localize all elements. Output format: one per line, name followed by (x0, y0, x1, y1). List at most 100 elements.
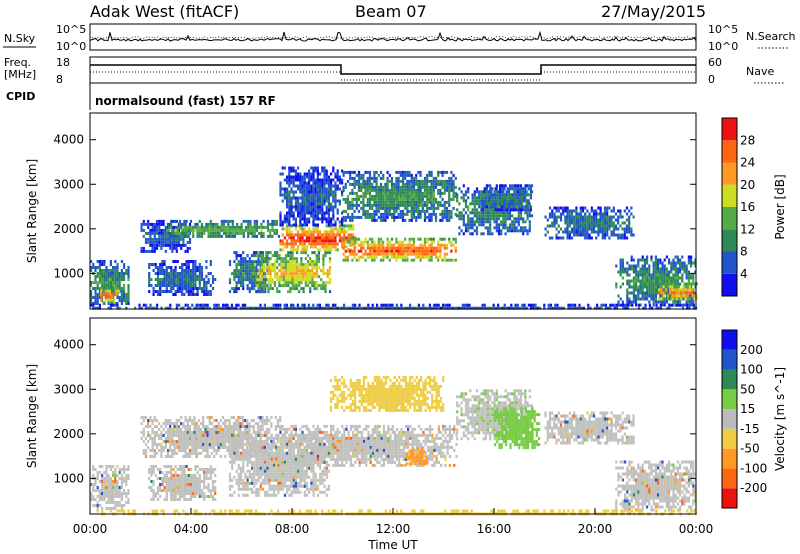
power-cell (366, 170, 369, 174)
power-cell (235, 269, 238, 273)
power-cell (617, 300, 620, 304)
power-cell (668, 270, 671, 274)
power-cell (287, 266, 290, 270)
power-cell (612, 224, 615, 228)
power-cell (603, 224, 607, 228)
power-cell (114, 284, 117, 287)
velocity-cell (161, 477, 164, 480)
power-cell (575, 218, 578, 222)
power-cell (222, 303, 225, 307)
power-cell (404, 182, 407, 186)
power-cell (679, 264, 682, 268)
power-cell (570, 218, 574, 222)
power-cell (432, 246, 435, 250)
power-cell (154, 284, 157, 287)
power-cell (294, 175, 297, 179)
power-cell (355, 200, 358, 204)
power-cell (568, 218, 571, 222)
power-cell (486, 306, 489, 310)
power-cell (516, 196, 519, 200)
power-cell (231, 222, 234, 226)
power-cell (377, 191, 380, 195)
power-cell (691, 291, 694, 295)
power-cell (183, 234, 186, 238)
power-cell (366, 209, 369, 213)
power-cell (336, 217, 339, 221)
power-cell (332, 223, 335, 227)
power-cell (284, 263, 288, 267)
power-cell (323, 193, 326, 197)
power-cell (116, 306, 119, 310)
power-cell (641, 273, 644, 277)
power-cell (209, 222, 212, 226)
power-cell (209, 272, 212, 275)
power-cell (173, 240, 176, 244)
power-cell (399, 246, 402, 250)
power-cell (281, 172, 284, 176)
power-cell (100, 286, 103, 290)
power-cell (579, 233, 582, 237)
power-cell (251, 234, 254, 238)
power-cell (170, 269, 173, 272)
power-cell (644, 306, 647, 310)
power-cell (343, 303, 346, 307)
power-cell (480, 190, 483, 194)
power-colorbar-block (722, 251, 737, 274)
power-cell (288, 227, 291, 231)
power-cell (196, 275, 199, 278)
power-cell (635, 267, 638, 271)
power-cell (319, 208, 322, 212)
power-cell (599, 212, 602, 216)
power-cell (460, 214, 463, 218)
power-cell (288, 208, 291, 212)
power-cell (692, 279, 695, 283)
power-cell (323, 306, 326, 310)
power-cell (527, 208, 530, 212)
power-cell (325, 181, 328, 185)
power-cell (437, 249, 440, 253)
power-cell (600, 303, 603, 307)
power-cell (617, 294, 620, 298)
power-cell (426, 246, 429, 250)
power-cell (529, 190, 532, 194)
power-cell (603, 212, 607, 216)
power-cell (310, 233, 313, 237)
power-cell (183, 281, 186, 284)
power-cell (621, 258, 624, 262)
power-cell (408, 249, 411, 253)
power-cell (519, 211, 523, 215)
power-cell (200, 278, 204, 281)
power-cell (507, 196, 510, 200)
velocity-cell (170, 495, 173, 498)
power-cell (497, 229, 501, 233)
velocity-cell (172, 477, 175, 480)
power-cell (198, 234, 201, 238)
velocity-cell (159, 477, 162, 480)
power-cell (371, 249, 374, 253)
power-cell (632, 233, 635, 237)
power-cell (114, 278, 117, 281)
power-cell (412, 185, 416, 189)
velocity-cell (101, 492, 104, 495)
power-cell (341, 190, 344, 194)
power-cell (412, 179, 416, 183)
power-cell (466, 306, 469, 310)
power-cell (528, 226, 531, 230)
power-cell (308, 175, 311, 179)
power-cell (211, 278, 215, 281)
power-cell (452, 191, 455, 195)
power-cell (273, 251, 277, 255)
power-cell (184, 222, 187, 226)
power-cell (517, 217, 520, 221)
velocity-cell (109, 486, 112, 489)
velocity-cell (96, 474, 99, 477)
power-cell (189, 260, 193, 263)
power-cell (312, 208, 315, 212)
power-cell (457, 306, 460, 310)
power-cell (688, 291, 692, 295)
velocity-cell (101, 486, 104, 489)
power-cell (321, 306, 324, 310)
power-cell (430, 185, 433, 189)
power-cell (690, 255, 693, 259)
power-cell (336, 178, 339, 182)
